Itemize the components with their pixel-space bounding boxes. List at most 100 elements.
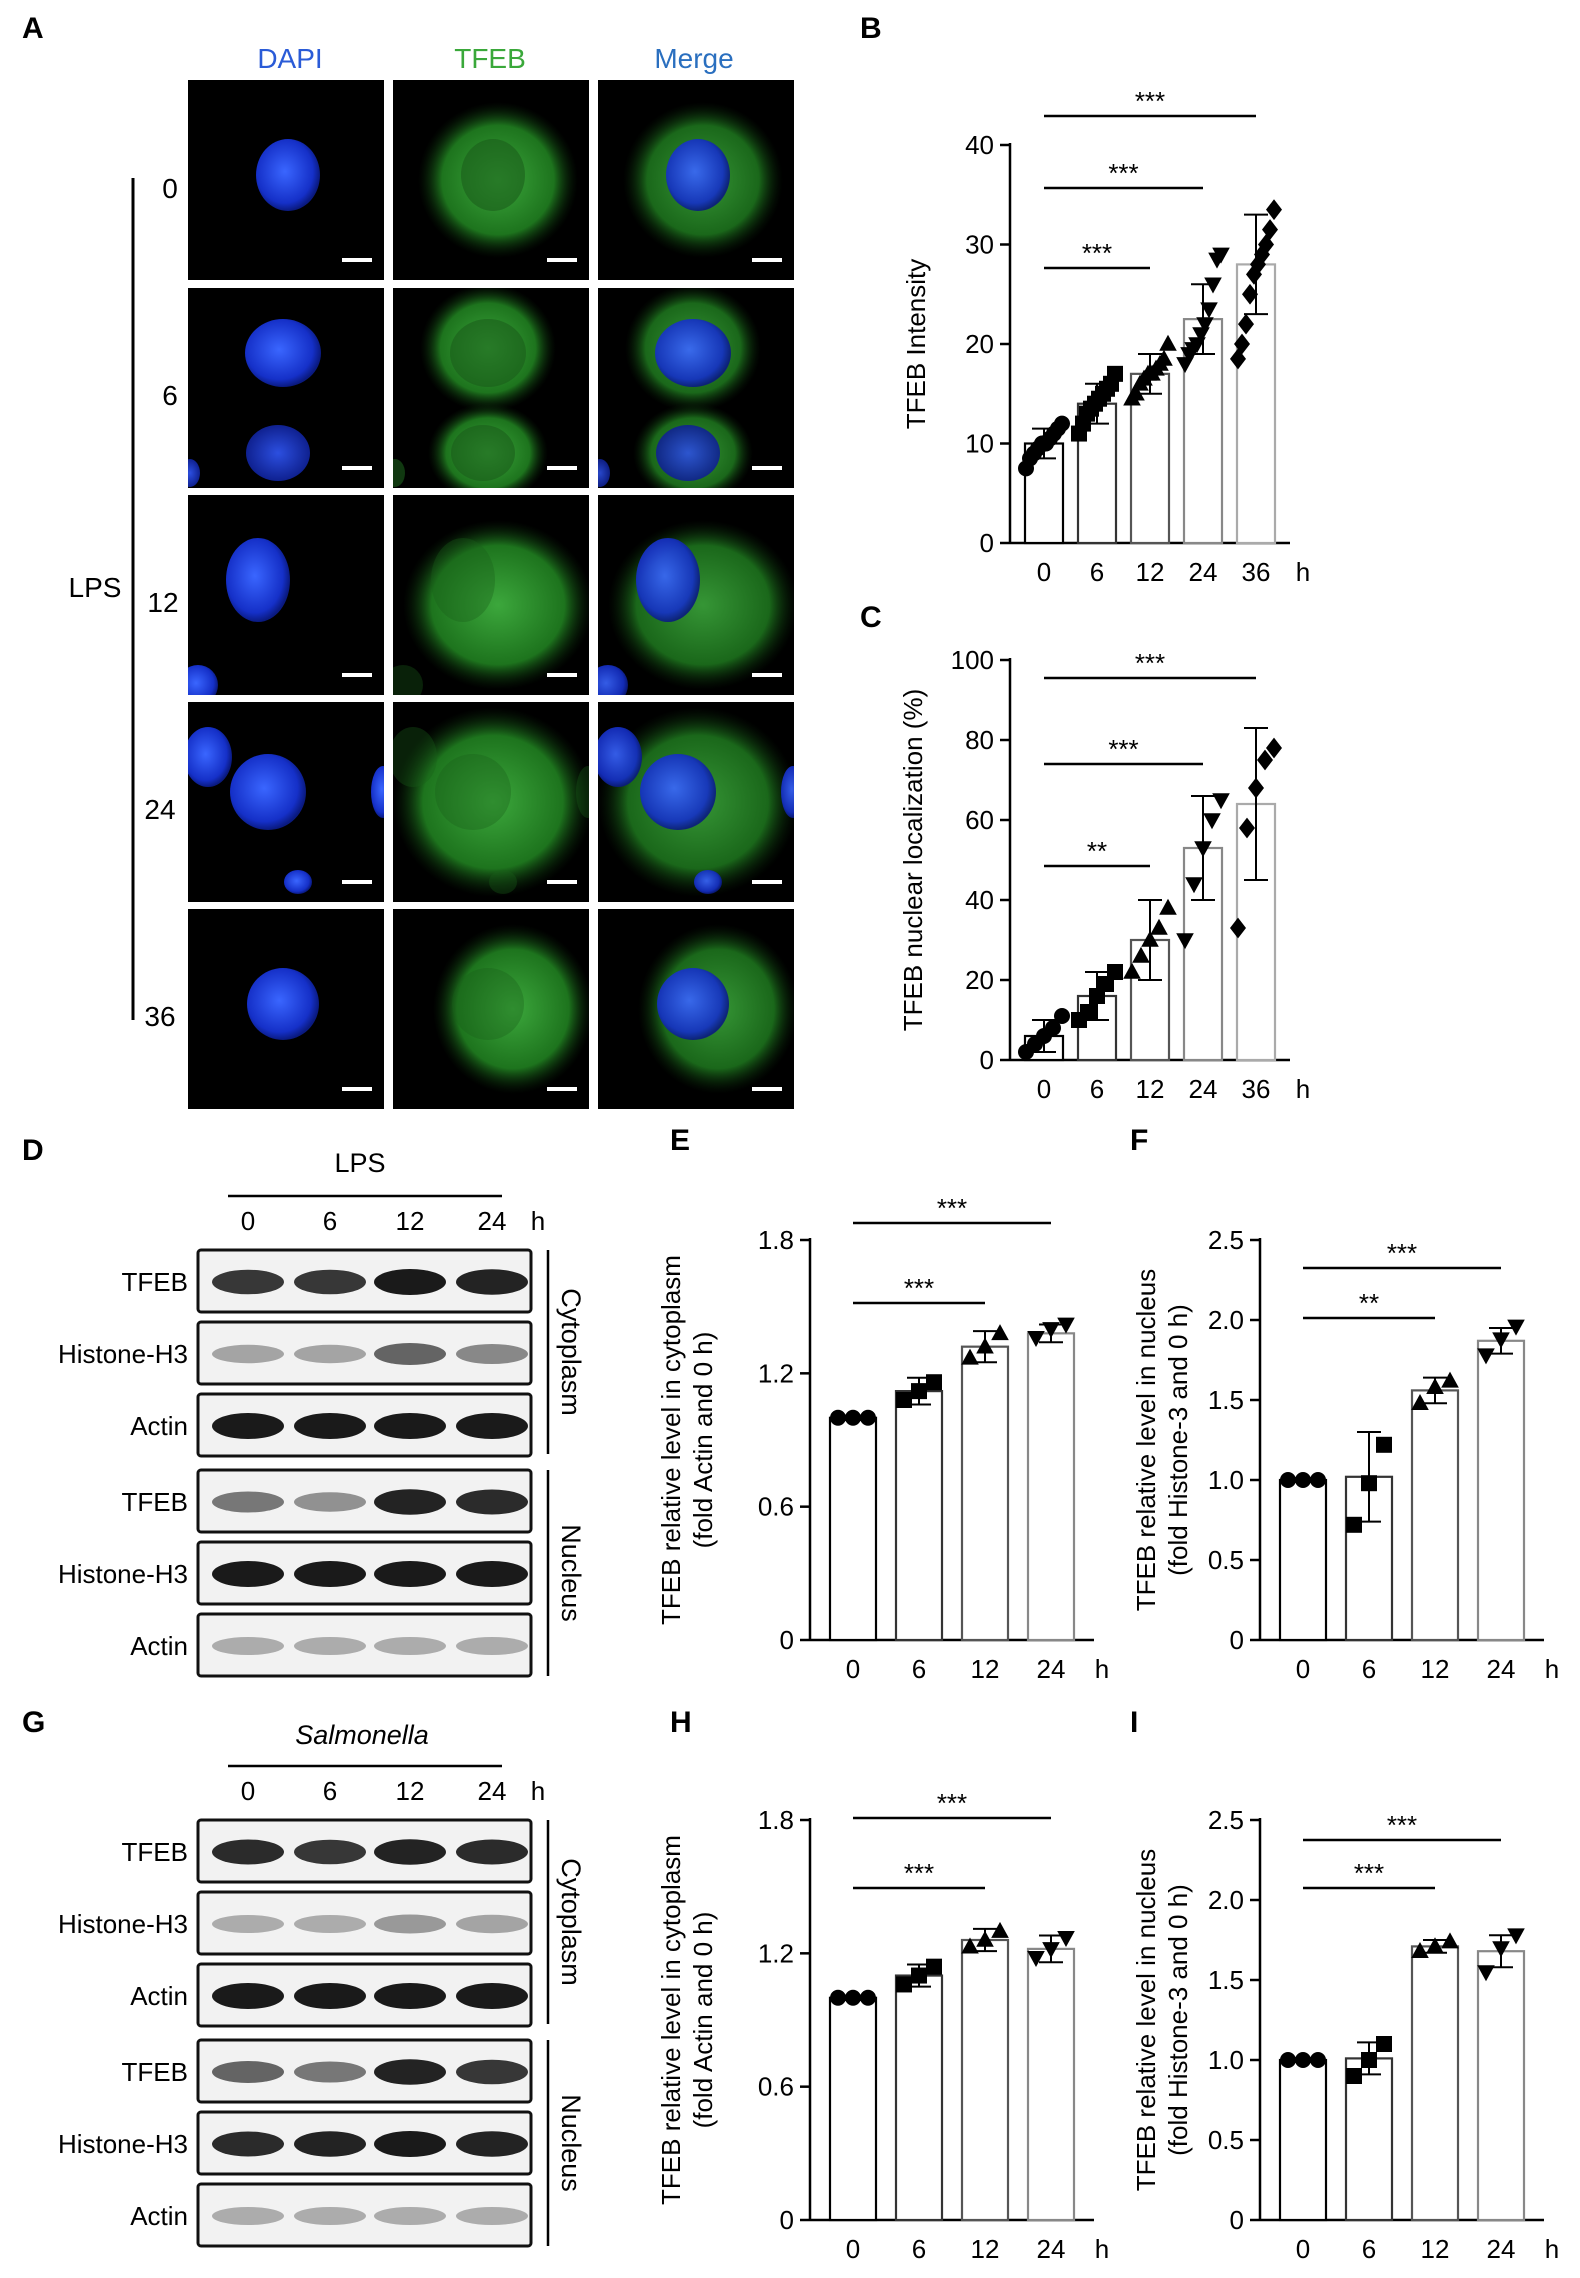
bar <box>1476 1950 1526 2222</box>
data-point <box>1239 817 1255 839</box>
time-label-6: 6 <box>162 380 178 411</box>
bar <box>1410 1945 1460 2222</box>
panel-label-i: I <box>1130 1706 1138 1739</box>
fraction-label-cytoplasm: Cytoplasm <box>556 1858 586 1986</box>
blot-row-3: TFEB <box>122 1468 533 1534</box>
data-point <box>1127 384 1145 401</box>
data-point <box>1361 1475 1377 1492</box>
data-point <box>1295 2052 1311 2068</box>
blot-band <box>456 1489 528 1515</box>
blot-row-label: TFEB <box>122 1837 188 1867</box>
x-tick-label: 12 <box>1136 557 1165 587</box>
micrograph-r3-c2 <box>598 702 794 902</box>
blot-band <box>212 1839 284 1865</box>
x-tick-label: 0 <box>1037 1074 1051 1104</box>
y-axis-label: (fold Actin and 0 h) <box>688 1332 718 1549</box>
data-point <box>860 1989 876 2006</box>
blot-d-svg: D LPS 0 6 12 24 h TFEB Histone-H3 Actin TFEB Hist… <box>22 1134 586 1678</box>
time-label-24: 24 <box>144 794 175 825</box>
x-unit-label: h <box>1296 1074 1310 1104</box>
data-point <box>1057 1930 1075 1947</box>
blot-band <box>294 2131 366 2157</box>
y-axis-label: (fold Histone-3 and 0 h) <box>1163 1304 1193 1576</box>
bar <box>1026 1332 1076 1642</box>
significance-label: *** <box>1082 238 1112 268</box>
significance-label: ** <box>1359 1288 1379 1318</box>
x-tick-label: 6 <box>1362 2234 1376 2264</box>
scale-bar <box>547 880 577 884</box>
blot-row-1: Histone-H3 <box>58 1890 533 1956</box>
y-tick-label: 1.8 <box>758 1805 794 1835</box>
y-tick-label: 0 <box>780 2205 794 2235</box>
chart-b: B 0 10 20 30 40 TFEB Intensity 0 6 12 24 36 h *** *** *… <box>860 12 1310 587</box>
data-point <box>1042 1942 1060 1959</box>
blot-band <box>374 2059 446 2085</box>
scale-bar <box>752 673 782 677</box>
panel-label-d: D <box>22 1134 44 1167</box>
x-tick-label: 0 <box>1296 1654 1310 1684</box>
micrograph-grid <box>188 80 794 1109</box>
significance-label: *** <box>937 1193 967 1223</box>
data-point <box>926 1374 942 1391</box>
lane-label: 24 <box>478 1776 507 1806</box>
y-axis-label: TFEB relative level in cytoplasm <box>656 1835 686 2205</box>
scale-bar <box>752 258 782 262</box>
time-label-0: 0 <box>162 173 178 204</box>
blot-band <box>374 1489 446 1515</box>
y-tick-label: 0.5 <box>1208 2125 1244 2155</box>
significance-label: *** <box>904 1273 934 1303</box>
blot-row-label: Histone-H3 <box>58 1559 188 1589</box>
data-point <box>961 1937 979 1954</box>
scale-bar <box>342 466 372 470</box>
data-point <box>830 1409 846 1426</box>
x-tick-label: 24 <box>1487 2234 1516 2264</box>
data-point <box>830 1989 846 2006</box>
data-point <box>1176 933 1194 950</box>
blot-row-label: TFEB <box>122 1267 188 1297</box>
blot-band <box>212 1344 284 1364</box>
data-point <box>1107 365 1123 382</box>
data-point <box>1045 1020 1061 1036</box>
column-header-merge: Merge <box>654 43 733 74</box>
data-point <box>1280 1472 1296 1488</box>
data-point <box>896 1976 912 1993</box>
blot-band <box>456 1983 528 2009</box>
blot-band <box>456 1269 528 1295</box>
x-tick-label: 12 <box>1136 1074 1165 1104</box>
data-point <box>1376 2036 1392 2052</box>
x-unit-label: h <box>1095 2234 1109 2264</box>
data-point <box>1310 1472 1326 1488</box>
y-tick-label: 0 <box>980 1045 994 1075</box>
blot-band <box>212 1915 284 1933</box>
y-tick-label: 0 <box>1230 1625 1244 1655</box>
data-point <box>1155 349 1173 366</box>
x-unit-label: h <box>1545 1654 1559 1684</box>
bar <box>894 1974 944 2222</box>
bar <box>1026 1947 1076 2222</box>
y-tick-label: 100 <box>951 645 994 675</box>
lane-label: 0 <box>241 1206 255 1236</box>
blot-band <box>212 1561 284 1587</box>
data-point <box>1141 930 1159 947</box>
scale-bar <box>342 880 372 884</box>
blot-g-lanes: 0 6 12 24 h TFEB Histone-H3 Actin TFEB Histone-H3… <box>58 1776 586 2248</box>
data-point <box>1107 964 1123 980</box>
blot-band <box>374 1983 446 2009</box>
x-tick-label: 0 <box>1296 2234 1310 2264</box>
bar <box>828 1416 878 1642</box>
fraction-label-nucleus: Nucleus <box>556 1524 586 1622</box>
blot-band <box>294 1492 366 1512</box>
data-point <box>1262 219 1278 240</box>
lps-label: LPS <box>69 572 122 603</box>
y-tick-label: 0 <box>780 1625 794 1655</box>
data-point <box>961 1348 979 1365</box>
x-tick-label: 24 <box>1189 557 1218 587</box>
data-point <box>1054 415 1070 432</box>
blot-row-5: Actin <box>130 2182 533 2248</box>
data-point <box>991 1324 1009 1341</box>
y-tick-label: 0.6 <box>758 1492 794 1522</box>
data-point <box>1203 813 1221 830</box>
data-point <box>1204 277 1222 294</box>
data-point <box>1159 334 1177 351</box>
y-axis-label: TFEB relative level in nucleus <box>1131 1269 1161 1611</box>
